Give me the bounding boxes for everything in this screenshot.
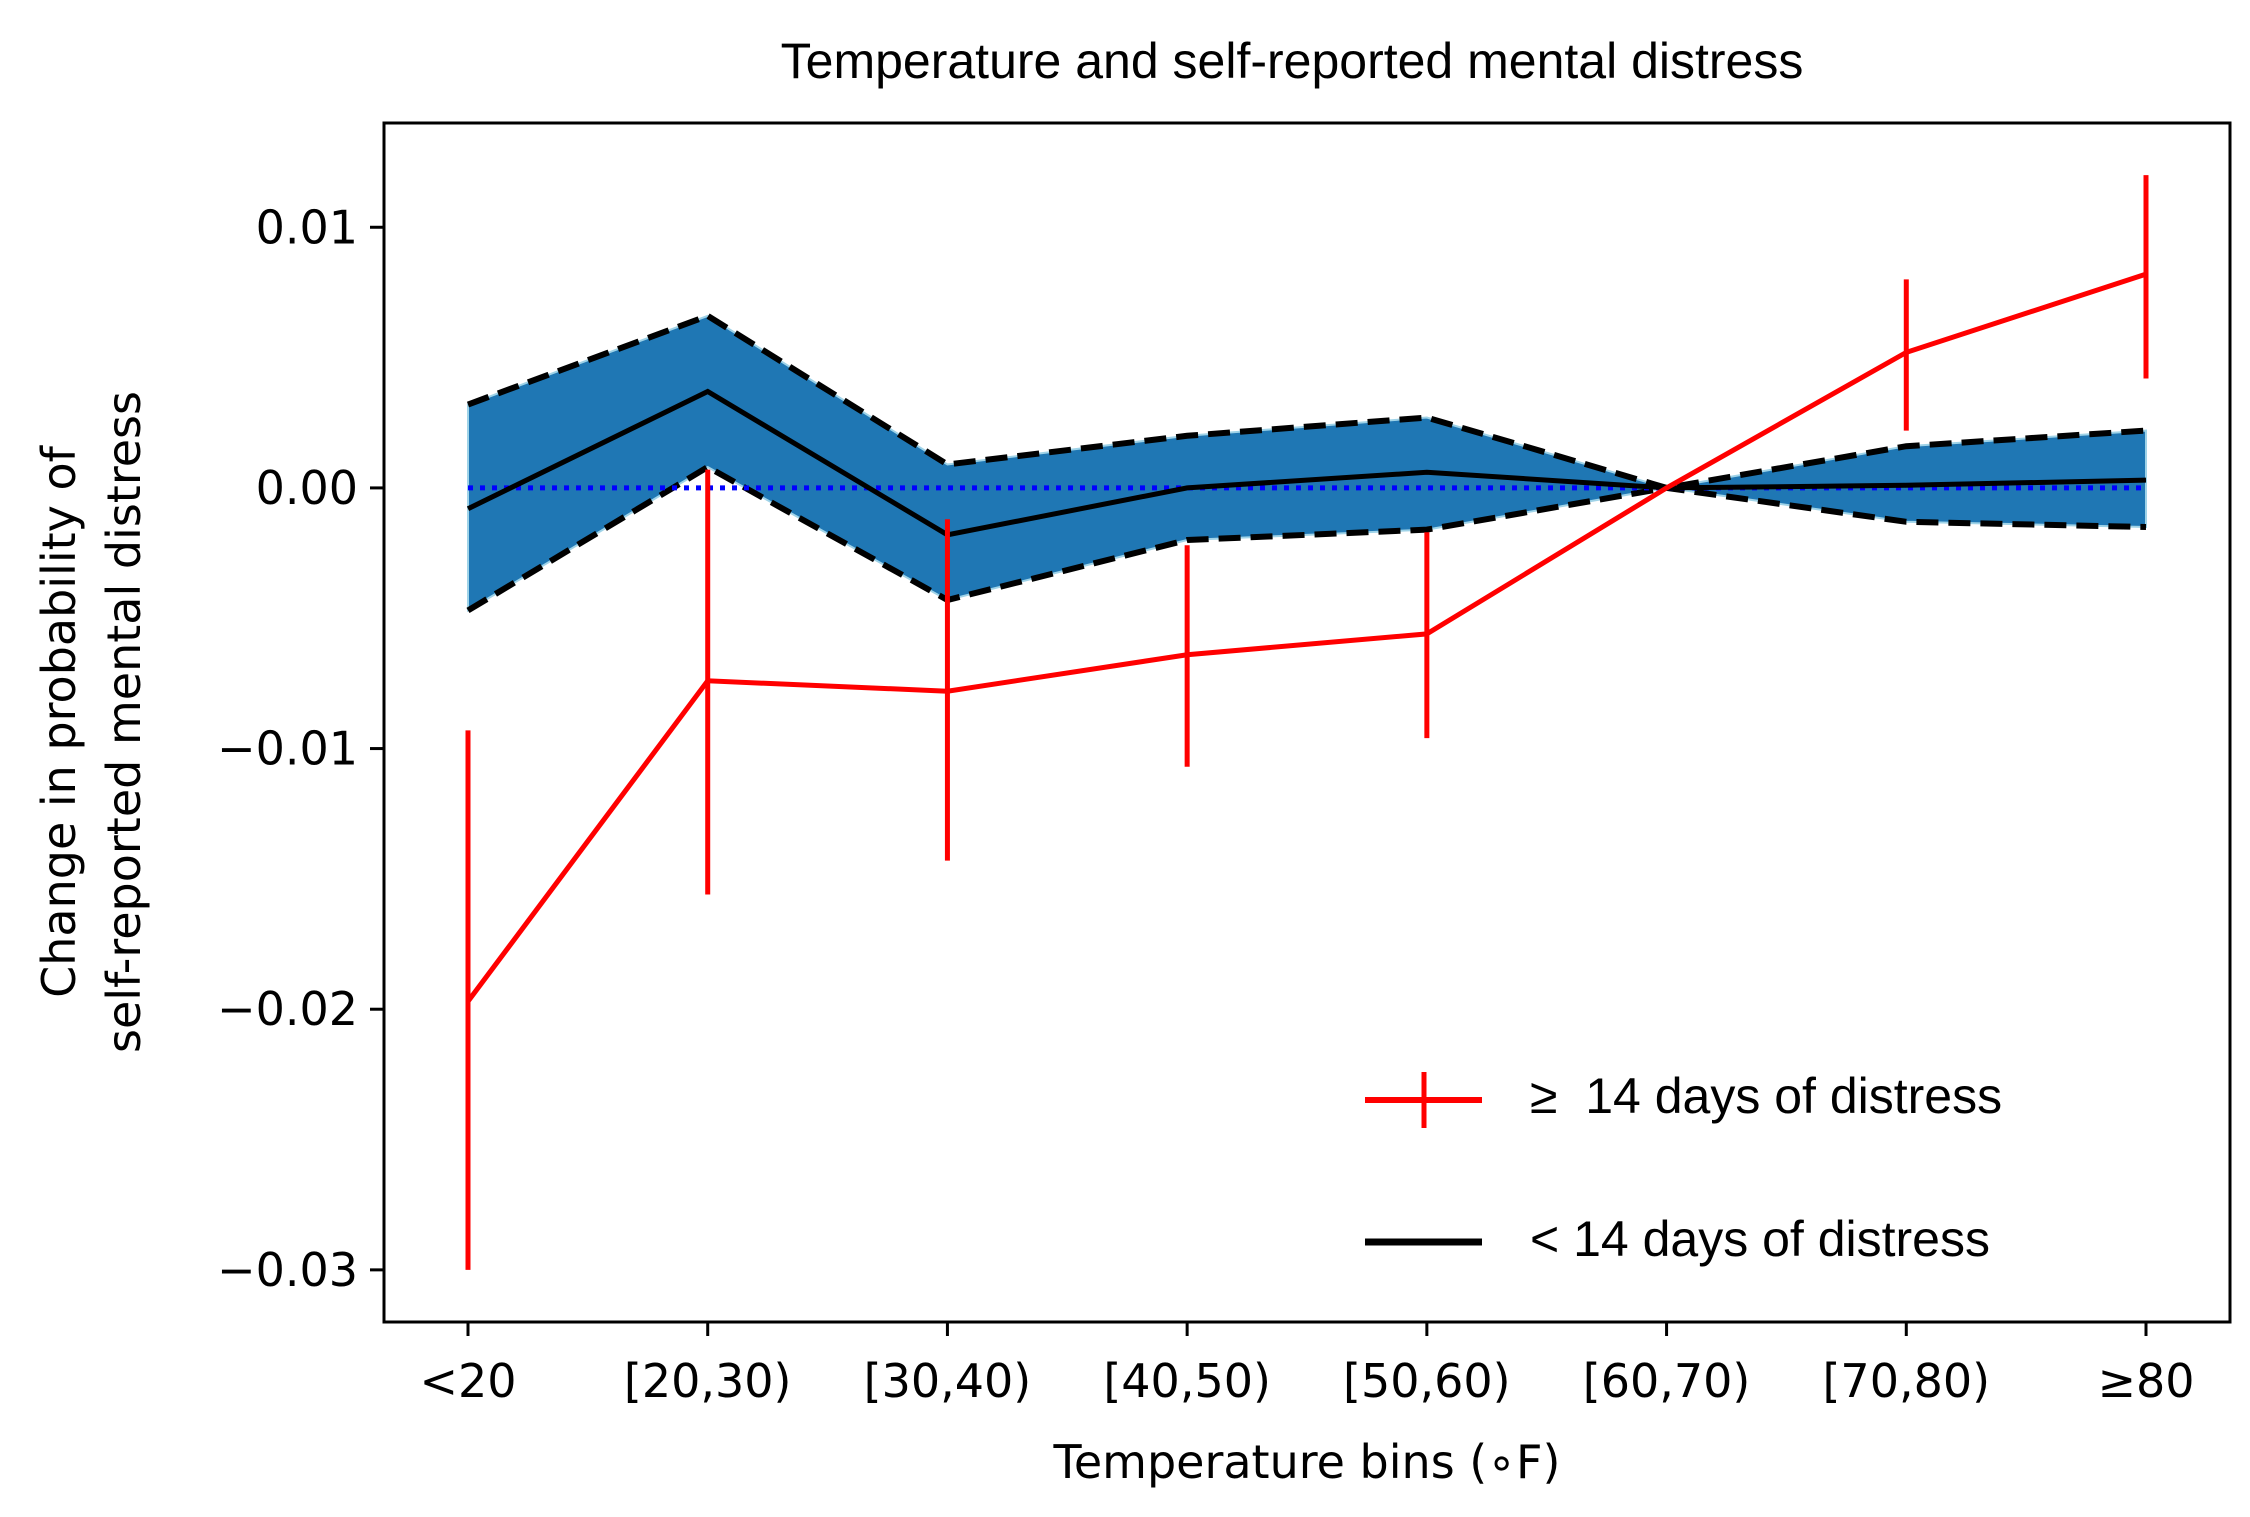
- y-tick-label: 0.00: [256, 461, 358, 515]
- legend-label-low-distress: < 14 days of distress: [1530, 1211, 1990, 1267]
- y-tick-label: −0.02: [217, 982, 358, 1036]
- legend-label-high-distress: ≥ 14 days of distress: [1530, 1068, 2002, 1124]
- series-high-distress-line: [465, 271, 2147, 1003]
- x-tick-label: [20,30): [624, 1354, 792, 1408]
- x-tick-label: ≥80: [2097, 1354, 2194, 1408]
- x-tick-label: [70,80): [1822, 1354, 1990, 1408]
- x-axis-label: Temperature bins (∘F): [1053, 1435, 1561, 1489]
- y-tick-label: −0.03: [217, 1243, 358, 1297]
- x-tick-label: [40,50): [1103, 1354, 1271, 1408]
- x-tick-label: [30,40): [864, 1354, 1032, 1408]
- y-tick-label: −0.01: [217, 722, 358, 776]
- chart-title: Temperature and self-reported mental dis…: [781, 33, 1804, 89]
- axes-frame: [382, 121, 2232, 1324]
- x-tick-label: [60,70): [1583, 1354, 1751, 1408]
- y-tick-label: 0.01: [256, 200, 358, 254]
- x-tick-label: [50,60): [1343, 1354, 1511, 1408]
- y-axis-label-line1: Change in probability of: [32, 444, 86, 997]
- y-axis-label-line2: self-reported mental distress: [97, 391, 151, 1053]
- legend: ≥ 14 days of distress < 14 days of distr…: [1365, 1068, 2002, 1267]
- plot-area: [465, 175, 2149, 1270]
- x-tick-label: <20: [419, 1354, 516, 1408]
- band-upper-dashed-line: [466, 312, 2147, 491]
- x-axis: <20 [20,30) [30,40) [40,50) [50,60) [60,70) [7…: [419, 1322, 2195, 1408]
- series-low-distress-line: [466, 388, 2147, 538]
- y-axis: 0.01 0.00 −0.01 −0.02 −0.03: [217, 200, 384, 1297]
